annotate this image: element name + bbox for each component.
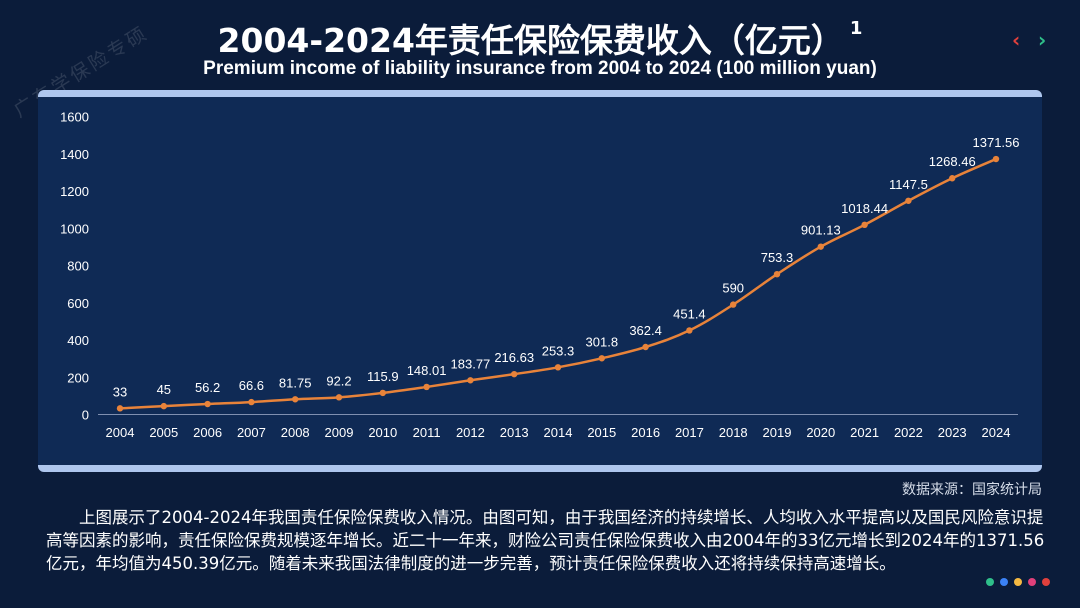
y-tick-label: 1000 (60, 221, 89, 236)
decor-dot (986, 578, 994, 586)
data-label: 301.8 (586, 334, 619, 349)
chart-panel (38, 90, 1042, 472)
line-chart: 0 200 400 600 800 1000 1200 1400 1600 2004 2005 200… (60, 110, 1020, 441)
data-point (160, 402, 167, 410)
x-tick-label: 2021 (850, 425, 879, 440)
x-tick-label: 2016 (631, 425, 660, 440)
data-point (335, 394, 343, 401)
x-tick-label: 2004 (106, 425, 135, 440)
data-label: 1371.56 (973, 135, 1020, 150)
data-point (292, 396, 299, 403)
x-tick-label: 2010 (368, 425, 397, 440)
x-tick-label: 2019 (763, 425, 792, 440)
decor-dot (1028, 578, 1036, 586)
data-point (642, 343, 649, 351)
data-label: 753.3 (761, 250, 794, 265)
data-point (467, 377, 474, 384)
data-point (817, 243, 824, 250)
data-label: 66.6 (239, 378, 264, 393)
data-label: 115.9 (367, 369, 399, 384)
y-tick-label: 0 (82, 408, 89, 423)
data-point (992, 155, 1000, 163)
decor-dot (1000, 578, 1008, 586)
data-point (379, 389, 386, 397)
data-point (511, 370, 518, 378)
data-label: 33 (113, 384, 127, 399)
x-tick-label: 2023 (938, 425, 967, 440)
data-label: 216.63 (494, 350, 534, 365)
data-label: 148.01 (407, 363, 447, 378)
data-label: 362.4 (629, 323, 662, 338)
data-point (423, 383, 430, 391)
x-tick-label: 2009 (325, 425, 354, 440)
series-line (119, 157, 997, 410)
decor-dots (986, 578, 1050, 586)
y-tick-label: 800 (67, 259, 89, 274)
x-tick-label: 2022 (894, 425, 923, 440)
data-point (949, 175, 956, 182)
data-point (248, 398, 255, 406)
data-point (686, 327, 693, 334)
x-tick-label: 2011 (413, 425, 441, 440)
x-tick-label: 2007 (237, 425, 266, 440)
data-source: 数据来源：国家统计局 (902, 482, 1042, 498)
x-tick-label: 2008 (281, 425, 310, 440)
data-label: 1268.46 (929, 154, 976, 169)
data-label: 183.77 (451, 356, 491, 371)
data-label: 451.4 (673, 306, 706, 321)
data-label: 92.2 (326, 373, 351, 388)
y-tick-label: 1200 (60, 184, 89, 199)
next-slide-button[interactable]: › (1038, 28, 1047, 52)
y-tick-label: 600 (67, 296, 89, 311)
data-point (861, 221, 868, 229)
y-tick-label: 400 (67, 333, 89, 348)
y-tick-label: 200 (67, 370, 89, 385)
x-tick-label: 2024 (982, 425, 1011, 440)
data-point (905, 197, 912, 204)
x-tick-label: 2014 (544, 425, 573, 440)
x-tick-label: 2005 (149, 425, 178, 440)
data-point (773, 270, 781, 278)
page-title: 2004-2024年责任保险保费收入（亿元） 1 (0, 14, 1080, 62)
x-tick-label: 2015 (587, 425, 616, 440)
y-tick-label: 1600 (60, 110, 89, 125)
x-tick-label: 2012 (456, 425, 485, 440)
data-point (204, 400, 211, 408)
data-label: 45 (157, 382, 171, 397)
data-point (554, 364, 562, 371)
description-paragraph: 上图展示了2004-2024年我国责任保险保费收入情况。由图可知，由于我国经济的… (46, 508, 1045, 573)
decor-dot (1014, 578, 1022, 586)
x-tick-label: 2017 (675, 425, 704, 440)
page-subtitle: Premium income of liability insurance fr… (203, 58, 877, 79)
x-tick-label: 2006 (193, 425, 222, 440)
footnote-marker: 1 (849, 18, 863, 39)
data-point (730, 301, 737, 308)
data-point (116, 405, 124, 412)
data-label: 56.2 (195, 380, 220, 395)
x-tick-label: 2013 (500, 425, 529, 440)
decor-dot (1042, 578, 1050, 586)
data-label: 901.13 (801, 223, 841, 238)
y-tick-label: 1400 (60, 147, 89, 162)
page-title-text: 2004-2024年责任保险保费收入（亿元） (217, 21, 844, 60)
data-label: 1018.44 (841, 201, 888, 216)
data-label: 1147.5 (889, 177, 928, 192)
data-label: 253.3 (542, 343, 575, 358)
data-label: 590 (722, 281, 744, 296)
data-label: 81.75 (279, 375, 312, 390)
prev-slide-button[interactable]: ‹ (1012, 28, 1021, 52)
x-tick-label: 2020 (806, 425, 835, 440)
data-point (598, 355, 605, 362)
x-tick-label: 2018 (719, 425, 748, 440)
